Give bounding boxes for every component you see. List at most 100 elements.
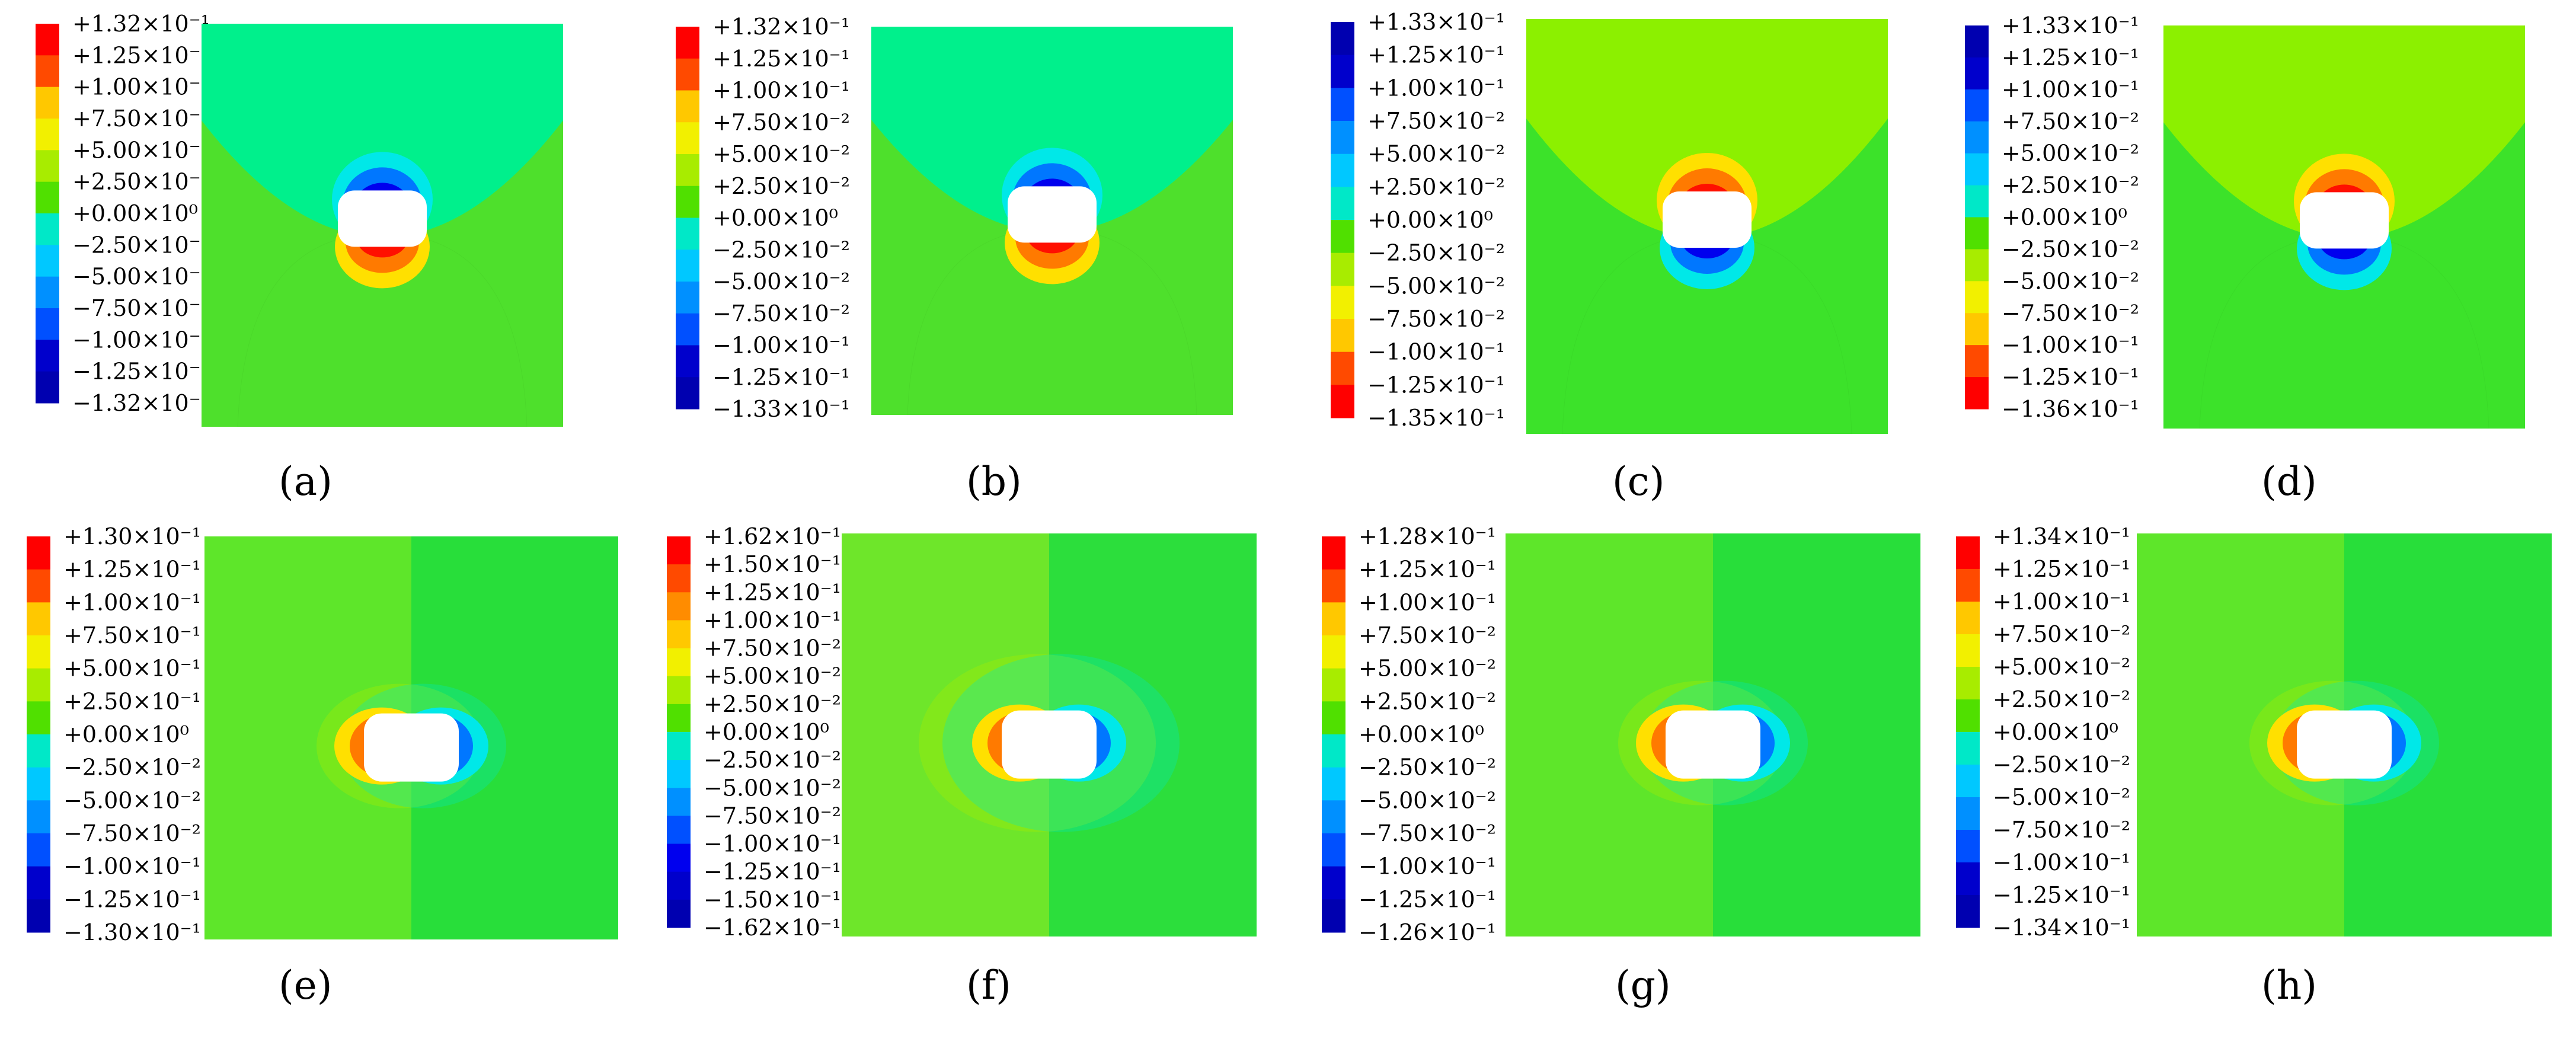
colorbar-tick-label: +1.00×10⁻¹ [704,607,841,633]
colorbar-swatch [667,899,691,928]
colorbar-tick-label: +0.00×10⁰ [1367,207,1493,233]
colorbar-tick-label: +1.25×10⁻¹ [704,579,841,605]
colorbar-tick-label: −1.00×10⁻¹ [712,333,850,359]
colorbar-tick-label: −1.33×10⁻¹ [712,396,850,422]
colorbar-tick-label: +2.50×10⁻² [1367,174,1505,200]
colorbar-tick-label: −1.00×10⁻¹ [2002,332,2139,358]
colorbar-swatch [667,871,691,900]
colorbar-swatch [1956,732,1980,765]
panel-f: +1.62×10⁻¹+1.50×10⁻¹+1.25×10⁻¹+1.00×10⁻¹… [667,523,1257,1008]
colorbar-tick-label: +1.33×10⁻¹ [1367,9,1505,35]
panel-b: +1.32×10⁻¹ +1.25×10⁻¹ +1.00×10⁻¹ +7.50×10⁻²… [676,14,1233,504]
colorbar-tick-label: −1.25×10⁻¹ [712,364,850,390]
colorbar-swatch [1965,89,1989,122]
colorbar-tick-label: −1.25×10⁻¹ [1993,882,2130,908]
colorbar-swatch [1956,862,1980,896]
colorbar-swatch [1965,185,1989,218]
colorbar-tick-label: +7.50×10⁻² [72,106,210,132]
colorbar-swatch [1331,220,1354,254]
colorbar-tick-label: +1.00×10⁻¹ [63,589,201,615]
contour-plot-h [2137,533,2552,936]
colorbar-swatch [676,58,699,91]
colorbar-swatch [1322,569,1345,603]
colorbar-tick-label: +5.00×10⁻² [704,663,841,689]
colorbar-tick-label: −2.50×10⁻² [1367,240,1505,266]
colorbar-tick-label: +1.25×10⁻¹ [1993,556,2130,582]
colorbar-tick-label: +1.25×10⁻¹ [72,42,210,68]
colorbar-swatch [676,154,699,187]
colorbar-swatch [27,899,50,933]
colorbar-tick-label: −1.62×10⁻¹ [704,915,841,941]
colorbar-swatch [1956,569,1980,602]
tunnel-opening [1663,191,1752,248]
colorbar-tick-label: +7.50×10⁻² [2002,108,2139,135]
panel-caption-h: (h) [2261,963,2317,1008]
colorbar-tick-label: −2.50×10⁻² [2002,236,2139,262]
colorbar-swatch [1331,286,1354,319]
colorbar-swatch [36,181,59,214]
colorbar-swatch [1322,701,1345,735]
panel-caption-g: (g) [1615,963,1671,1008]
colorbar-swatch [667,843,691,872]
colorbar-swatch [667,564,691,593]
colorbar-tick-label: +2.50×10⁻² [712,173,850,199]
colorbar-tick-label: −1.25×10⁻¹ [1367,372,1505,398]
colorbar-swatch [1331,154,1354,187]
colorbar-tick-label: −1.32×10⁻¹ [72,390,210,416]
colorbar-swatch [1965,121,1989,154]
colorbar-tick-label: +1.00×10⁻¹ [1367,75,1505,101]
colorbar-tick-label: −1.25×10⁻¹ [72,359,210,385]
colorbar-swatch [36,150,59,183]
colorbar-tick-label: −1.25×10⁻¹ [704,859,841,885]
colorbar-g: +1.28×10⁻¹ +1.25×10⁻¹ +1.00×10⁻¹ +7.50×10⁻²… [1322,523,1496,945]
colorbar-swatch [676,122,699,155]
colorbar-tick-label: +1.33×10⁻¹ [2002,12,2139,39]
colorbar-tick-label: −2.50×10⁻² [63,755,201,781]
colorbar-tick-label: −7.50×10⁻² [2002,300,2139,326]
colorbar-swatch [27,767,50,801]
colorbar-swatch [1965,345,1989,378]
colorbar-swatch [1956,797,1980,830]
colorbar-swatch [1965,25,1989,58]
colorbar-tick-label: −5.00×10⁻² [1359,787,1496,813]
colorbar-tick-label: +7.50×10⁻² [712,109,850,135]
colorbar-tick-label: +0.00×10⁰ [712,205,838,231]
panel-caption-e: (e) [279,963,333,1008]
colorbar-swatch [36,371,59,404]
colorbar-tick-label: +1.62×10⁻¹ [704,523,841,549]
colorbar-swatch [36,24,59,56]
colorbar-swatch [36,87,59,119]
colorbar-tick-label: −5.00×10⁻² [63,787,201,813]
colorbar-tick-label: −7.50×10⁻² [1993,817,2130,843]
panel-g: +1.28×10⁻¹ +1.25×10⁻¹ +1.00×10⁻¹ +7.50×10⁻²… [1322,523,1920,1008]
panel-e: +1.30×10⁻¹ +1.25×10⁻¹ +1.00×10⁻¹ +7.50×10⁻¹… [27,523,618,1008]
colorbar-tick-label: −5.00×10⁻² [1993,784,2130,810]
tunnel-opening [1008,186,1097,243]
colorbar-swatch [27,668,50,702]
colorbar-tick-label: −2.50×10⁻² [712,236,850,263]
colorbar-swatch [1331,55,1354,88]
colorbar-swatch [676,282,699,314]
contour-plot-a [202,24,563,427]
colorbar-a: +1.32×10⁻¹ +1.25×10⁻¹ +1.00×10⁻¹ +7.50×10⁻²… [36,11,210,416]
colorbar-tick-label: +1.32×10⁻¹ [712,14,850,40]
colorbar-tick-label: −7.50×10⁻² [1367,306,1505,332]
colorbar-tick-label: +7.50×10⁻¹ [63,622,201,648]
colorbar-swatch [1331,385,1354,418]
colorbar-swatch [27,866,50,900]
colorbar-tick-label: +5.00×10⁻² [1993,654,2130,680]
colorbar-tick-label: −5.00×10⁻² [72,264,210,290]
contour-plot-d [2163,25,2525,429]
colorbar-tick-label: +5.00×10⁻¹ [63,656,201,682]
tunnel-opening [2300,192,2389,249]
colorbar-swatch [1956,536,1980,570]
colorbar-b: +1.32×10⁻¹ +1.25×10⁻¹ +1.00×10⁻¹ +7.50×10⁻²… [676,14,850,422]
colorbar-tick-label: +1.25×10⁻¹ [63,557,201,583]
colorbar-tick-label: +0.00×10⁰ [2002,204,2127,231]
colorbar-swatch [1956,602,1980,635]
contour-plot-e [204,536,618,939]
colorbar-tick-label: +2.50×10⁻² [1359,688,1496,714]
colorbar-tick-label: +2.50×10⁻¹ [63,688,201,714]
colorbar-swatch [676,250,699,282]
